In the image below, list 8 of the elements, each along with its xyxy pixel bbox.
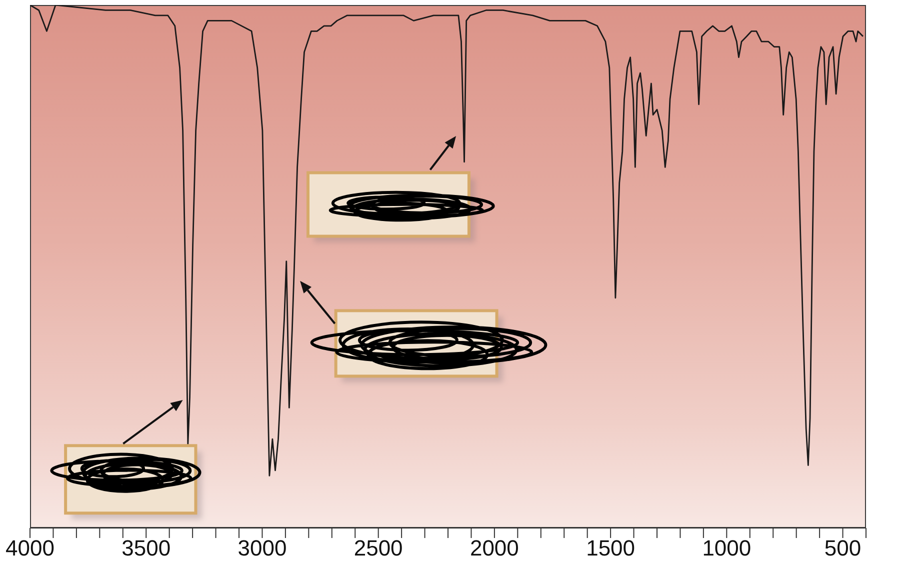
x-tick-label: 500 [824, 536, 862, 561]
x-tick-label: 1000 [702, 536, 752, 561]
x-tick-label: 3500 [122, 536, 171, 561]
x-tick-label: 4000 [6, 536, 54, 561]
x-tick-label: 2000 [470, 536, 519, 561]
x-tick-label: 3000 [238, 536, 287, 561]
x-tick-label: 2500 [354, 536, 403, 561]
x-tick-label: 1500 [586, 536, 636, 561]
